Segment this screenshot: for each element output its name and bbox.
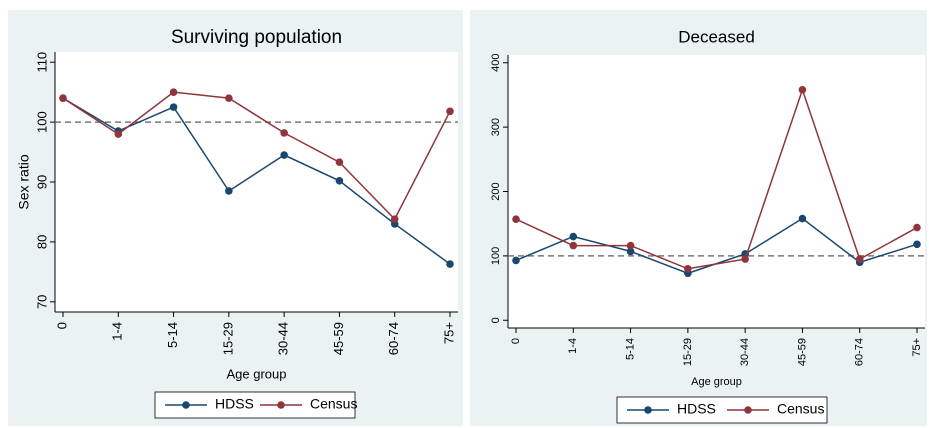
data-point bbox=[626, 247, 635, 256]
y-tick-label: 80 bbox=[34, 235, 49, 249]
data-point bbox=[390, 215, 399, 223]
y-tick-label: 100 bbox=[490, 247, 502, 265]
y-tick-label: 90 bbox=[34, 175, 49, 189]
x-axis-title: Age group bbox=[691, 376, 742, 388]
series-line bbox=[62, 91, 451, 221]
x-tick-label: 0 bbox=[54, 322, 69, 329]
x-tick-label: 15-29 bbox=[220, 322, 235, 355]
data-point bbox=[169, 103, 178, 111]
legend-marker bbox=[644, 406, 652, 414]
data-point bbox=[626, 241, 635, 250]
chart-title: Surviving population bbox=[171, 27, 342, 48]
x-tick-label: 5-14 bbox=[165, 322, 180, 348]
x-tick-label: 60-74 bbox=[854, 338, 866, 366]
data-point bbox=[512, 256, 520, 265]
data-point bbox=[855, 255, 864, 263]
data-point bbox=[169, 88, 178, 96]
series-line bbox=[515, 87, 918, 270]
y-tick-label: 300 bbox=[490, 118, 502, 136]
data-point bbox=[280, 151, 288, 159]
data-point bbox=[59, 94, 67, 102]
x-tick-label: 45-59 bbox=[796, 338, 808, 366]
data-point bbox=[569, 241, 578, 250]
x-tick-label: 75+ bbox=[441, 322, 456, 344]
x-tick-label: 1-4 bbox=[110, 322, 125, 341]
x-tick-label: 75+ bbox=[911, 338, 923, 357]
legend-label: HDSS bbox=[215, 396, 254, 412]
data-point bbox=[798, 85, 807, 94]
plot-area bbox=[55, 52, 458, 312]
data-point bbox=[569, 232, 578, 241]
data-point bbox=[114, 130, 123, 138]
data-point bbox=[335, 177, 344, 185]
data-point bbox=[335, 158, 344, 167]
plot-area bbox=[508, 55, 925, 328]
chart-title: Deceased bbox=[678, 27, 755, 46]
data-point bbox=[913, 240, 921, 249]
y-tick-label: 70 bbox=[34, 295, 49, 309]
y-tick-label: 200 bbox=[490, 182, 502, 200]
data-point bbox=[280, 129, 288, 137]
legend-label: Census bbox=[777, 401, 824, 417]
y-axis-title: Sex ratio bbox=[16, 154, 32, 209]
y-tick-label: 100 bbox=[34, 111, 49, 133]
x-tick-label: 0 bbox=[510, 338, 522, 344]
x-tick-label: 1-4 bbox=[567, 338, 579, 354]
x-tick-label: 30-44 bbox=[739, 338, 751, 366]
data-point bbox=[798, 214, 807, 223]
y-tick-label: 400 bbox=[490, 54, 502, 72]
legend-marker bbox=[182, 401, 190, 409]
data-point bbox=[913, 223, 921, 232]
data-point bbox=[684, 264, 692, 273]
data-point bbox=[225, 187, 233, 195]
x-tick-label: 45-59 bbox=[331, 322, 346, 355]
y-tick-label: 110 bbox=[34, 52, 49, 73]
data-point bbox=[741, 255, 749, 263]
data-point bbox=[446, 107, 454, 116]
x-tick-label: 60-74 bbox=[386, 322, 401, 355]
x-tick-label: 30-44 bbox=[276, 322, 291, 355]
data-point bbox=[512, 215, 520, 223]
y-tick-label: 0 bbox=[490, 317, 502, 323]
x-tick-label: 15-29 bbox=[682, 338, 694, 366]
data-point bbox=[225, 94, 233, 102]
legend-label: HDSS bbox=[677, 401, 716, 417]
data-point bbox=[446, 260, 454, 268]
x-tick-label: 5-14 bbox=[624, 338, 636, 360]
legend-marker bbox=[744, 406, 752, 414]
legend-label: Census bbox=[310, 396, 357, 412]
legend-marker bbox=[277, 401, 285, 409]
x-axis-title: Age group bbox=[227, 366, 287, 381]
